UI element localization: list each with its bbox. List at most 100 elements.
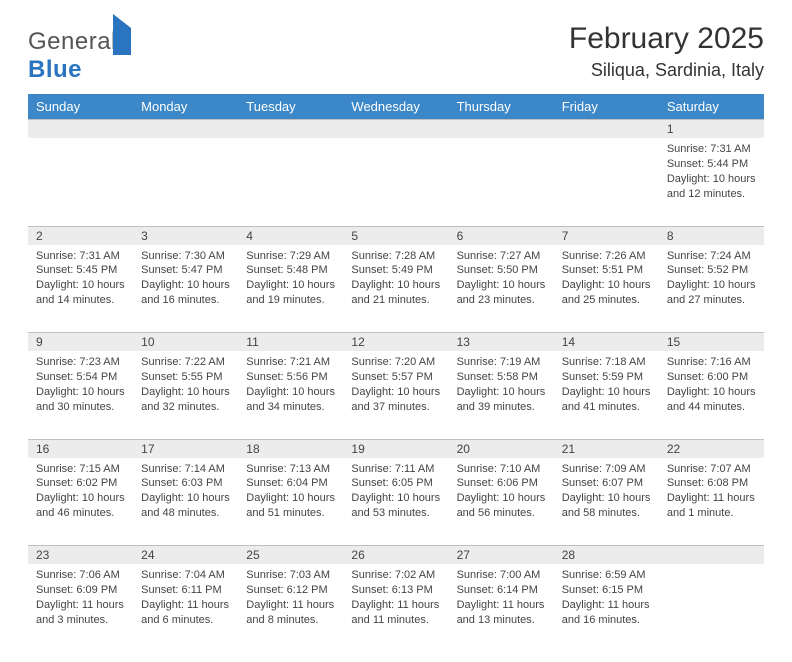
sunrise-line: Sunrise: 7:00 AM	[457, 568, 546, 583]
day-cell: Sunrise: 7:09 AMSunset: 6:07 PMDaylight:…	[554, 458, 659, 546]
sunrise-line: Sunrise: 7:06 AM	[36, 568, 125, 583]
day-number-cell: 26	[343, 546, 448, 565]
daylight-label: Daylight:	[246, 599, 289, 611]
daylight-line: Daylight: 10 hours and 21 minutes.	[351, 278, 440, 308]
sunset-value: 6:15 PM	[602, 584, 643, 596]
daylight-line: Daylight: 10 hours and 44 minutes.	[667, 385, 756, 415]
daylight-line: Daylight: 11 hours and 3 minutes.	[36, 598, 125, 628]
logo-text: General Blue	[28, 28, 131, 84]
daylight-label: Daylight:	[36, 492, 79, 504]
sunrise-label: Sunrise:	[667, 143, 707, 155]
day-number: 19	[351, 442, 364, 456]
sunset-label: Sunset:	[457, 477, 494, 489]
daylight-line: Daylight: 10 hours and 25 minutes.	[562, 278, 651, 308]
sunrise-label: Sunrise:	[457, 569, 497, 581]
logo-text-2: Blue	[28, 56, 82, 83]
sunrise-value: 7:06 AM	[79, 569, 119, 581]
day-cell: Sunrise: 7:19 AMSunset: 5:58 PMDaylight:…	[449, 351, 554, 439]
sunset-label: Sunset:	[246, 584, 283, 596]
daylight-label: Daylight:	[667, 173, 710, 185]
sunrise-label: Sunrise:	[562, 356, 602, 368]
sunset-label: Sunset:	[246, 477, 283, 489]
sunset-line: Sunset: 5:49 PM	[351, 263, 440, 278]
daylight-line: Daylight: 10 hours and 53 minutes.	[351, 491, 440, 521]
day-number-cell: 14	[554, 333, 659, 352]
day-number-cell: 24	[133, 546, 238, 565]
day-number: 2	[36, 229, 43, 243]
day-number-cell: 18	[238, 439, 343, 458]
day-cell: Sunrise: 7:20 AMSunset: 5:57 PMDaylight:…	[343, 351, 448, 439]
day-cell: Sunrise: 7:27 AMSunset: 5:50 PMDaylight:…	[449, 245, 554, 333]
sunrise-value: 6:59 AM	[605, 569, 645, 581]
daylight-line: Daylight: 10 hours and 41 minutes.	[562, 385, 651, 415]
sunset-value: 6:11 PM	[182, 584, 222, 596]
day-cell-body: Sunrise: 7:02 AMSunset: 6:13 PMDaylight:…	[343, 564, 448, 631]
sunrise-value: 7:20 AM	[395, 356, 435, 368]
sunrise-label: Sunrise:	[246, 463, 286, 475]
day-cell-body: Sunrise: 7:26 AMSunset: 5:51 PMDaylight:…	[554, 245, 659, 312]
sunset-label: Sunset:	[457, 264, 494, 276]
weekday-header: Wednesday	[343, 94, 448, 120]
sunset-line: Sunset: 5:45 PM	[36, 263, 125, 278]
day-number: 3	[141, 229, 148, 243]
daynum-row: 1	[28, 120, 764, 139]
daylight-line: Daylight: 10 hours and 56 minutes.	[457, 491, 546, 521]
day-cell: Sunrise: 7:04 AMSunset: 6:11 PMDaylight:…	[133, 564, 238, 652]
sunrise-value: 7:27 AM	[500, 250, 540, 262]
day-cell: Sunrise: 7:14 AMSunset: 6:03 PMDaylight:…	[133, 458, 238, 546]
sunset-label: Sunset:	[562, 477, 599, 489]
day-cell-body: Sunrise: 7:07 AMSunset: 6:08 PMDaylight:…	[659, 458, 764, 525]
sunrise-line: Sunrise: 7:04 AM	[141, 568, 230, 583]
sunrise-line: Sunrise: 7:20 AM	[351, 355, 440, 370]
day-cell: Sunrise: 7:21 AMSunset: 5:56 PMDaylight:…	[238, 351, 343, 439]
sunset-label: Sunset:	[246, 264, 283, 276]
sunset-value: 6:09 PM	[76, 584, 117, 596]
sunrise-line: Sunrise: 7:28 AM	[351, 249, 440, 264]
month-title: February 2025	[569, 22, 764, 56]
daynum-row: 16171819202122	[28, 439, 764, 458]
day-number-cell: 9	[28, 333, 133, 352]
daylight-line: Daylight: 10 hours and 12 minutes.	[667, 172, 756, 202]
day-number-cell: 20	[449, 439, 554, 458]
sunrise-value: 7:14 AM	[185, 463, 225, 475]
sunrise-line: Sunrise: 6:59 AM	[562, 568, 651, 583]
day-number: 23	[36, 548, 49, 562]
day-number-cell: 25	[238, 546, 343, 565]
daylight-label: Daylight:	[141, 599, 184, 611]
sunset-label: Sunset:	[36, 584, 73, 596]
sunset-line: Sunset: 5:51 PM	[562, 263, 651, 278]
day-cell: Sunrise: 7:03 AMSunset: 6:12 PMDaylight:…	[238, 564, 343, 652]
sunrise-value: 7:23 AM	[79, 356, 119, 368]
daylight-label: Daylight:	[36, 386, 79, 398]
sunrise-value: 7:30 AM	[185, 250, 225, 262]
sunrise-value: 7:28 AM	[395, 250, 435, 262]
sunrise-line: Sunrise: 7:14 AM	[141, 462, 230, 477]
daylight-label: Daylight:	[141, 492, 184, 504]
sunset-label: Sunset:	[351, 584, 388, 596]
sunset-line: Sunset: 6:07 PM	[562, 476, 651, 491]
day-cell	[238, 138, 343, 226]
daylight-label: Daylight:	[246, 279, 289, 291]
sunrise-label: Sunrise:	[36, 250, 76, 262]
sunrise-label: Sunrise:	[36, 356, 76, 368]
sunset-line: Sunset: 6:02 PM	[36, 476, 125, 491]
sunrise-label: Sunrise:	[457, 463, 497, 475]
sunrise-value: 7:22 AM	[185, 356, 225, 368]
sunset-value: 6:02 PM	[76, 477, 117, 489]
day-number: 15	[667, 335, 680, 349]
day-number-cell	[238, 120, 343, 139]
day-cell: Sunrise: 6:59 AMSunset: 6:15 PMDaylight:…	[554, 564, 659, 652]
sunrise-line: Sunrise: 7:31 AM	[667, 142, 756, 157]
day-number-cell	[449, 120, 554, 139]
daylight-line: Daylight: 11 hours and 6 minutes.	[141, 598, 230, 628]
sunset-label: Sunset:	[141, 477, 178, 489]
sunset-label: Sunset:	[667, 371, 704, 383]
sunset-line: Sunset: 5:50 PM	[457, 263, 546, 278]
sunset-label: Sunset:	[36, 477, 73, 489]
logo-triangle-icon	[113, 14, 131, 55]
daylight-label: Daylight:	[351, 492, 394, 504]
sunrise-label: Sunrise:	[351, 356, 391, 368]
day-number-cell: 5	[343, 226, 448, 245]
day-number-cell	[28, 120, 133, 139]
sunrise-label: Sunrise:	[141, 463, 181, 475]
